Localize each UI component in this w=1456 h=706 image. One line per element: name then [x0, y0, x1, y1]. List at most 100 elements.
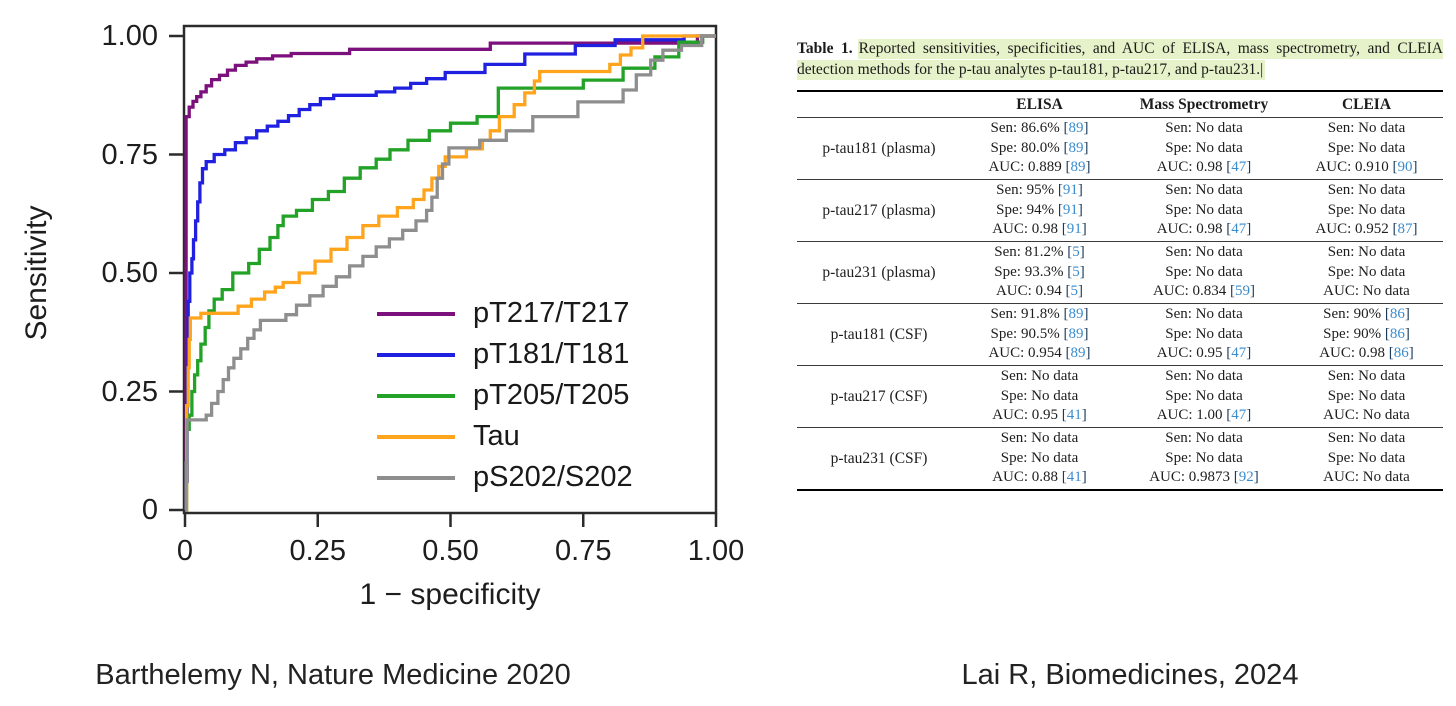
cell-line: AUC: 0.98 [91]: [992, 221, 1087, 238]
citation-ref: 89: [1068, 120, 1084, 137]
cell-line: Sen: No data: [1165, 430, 1243, 447]
row-label: p-tau217 (CSF): [797, 365, 961, 428]
citation-bracket: [: [1222, 407, 1232, 424]
x-tick-label: 1.00: [687, 535, 745, 567]
left-source-caption: Barthelemy N, Nature Medicine 2020: [95, 659, 571, 691]
table-cell: Sen: 86.6% [89] Spe: 80.0% [89] AUC: 0.889…: [961, 117, 1118, 180]
cell-line: Spe: No data: [1000, 449, 1079, 466]
citation-bracket: ]: [1253, 469, 1259, 486]
cell-line: AUC: No data: [1323, 283, 1410, 300]
y-tick-label: 0.75: [101, 138, 158, 171]
citation-bracket: ]: [1085, 345, 1091, 362]
y-tick-label: 0.50: [101, 257, 158, 289]
citation-bracket: ]: [1412, 159, 1418, 176]
citation-bracket: [: [1054, 201, 1063, 218]
citation-ref: 41: [1066, 407, 1082, 424]
cell-line: Spe: No data: [1327, 263, 1406, 280]
legend-entry: Tau: [377, 416, 633, 457]
citation-ref: 47: [1231, 159, 1247, 176]
cell-line: Sen: No data: [1165, 120, 1243, 137]
table-cell: Sen: No data Spe: No data AUC: 0.9873 [92]: [1118, 427, 1290, 491]
legend-entry: pT181/T181: [377, 334, 633, 375]
roc-curve-pt205-t205: [184, 34, 716, 512]
citation-ref: 5: [1072, 244, 1080, 261]
roc-curve-pt217-t217: [184, 34, 716, 512]
cell-line: AUC: 0.98 [86]: [1319, 345, 1414, 362]
cell-line: AUC: 0.889 [89]: [988, 159, 1091, 176]
table-row: p-tau231 (plasma) Sen: 81.2% [5] Spe: 93.3…: [797, 241, 1443, 304]
cell-line: AUC: 0.9873 [92]: [1149, 469, 1259, 486]
legend-line-swatch: [377, 475, 455, 480]
cell-line: Sen: No data: [1165, 306, 1243, 323]
cell-line: AUC: 0.834 [59]: [1152, 283, 1256, 300]
citation-bracket: [: [1061, 345, 1071, 362]
citation-bracket: ]: [1081, 221, 1087, 238]
citation-ref: 86: [1389, 325, 1405, 342]
legend-entry: pS202/S202: [377, 457, 633, 498]
cell-line: Sen: No data: [1327, 120, 1406, 137]
citation-ref: 86: [1389, 306, 1405, 323]
citation-ref: 47: [1231, 345, 1247, 362]
cell-line: Sen: 81.2% [5]: [994, 244, 1085, 261]
x-tick-label: 0.75: [555, 535, 612, 567]
citation-bracket: ]: [1404, 325, 1410, 342]
citation-bracket: [: [1222, 159, 1232, 176]
citation-bracket: ]: [1083, 139, 1089, 156]
table-cell: Sen: No data Spe: No data AUC: 0.910 [90]: [1290, 117, 1443, 180]
citation-bracket: [: [1222, 221, 1232, 238]
cell-line: AUC: 1.00 [47]: [1156, 407, 1252, 424]
citation-bracket: ]: [1079, 244, 1085, 261]
legend-line-swatch: [377, 434, 455, 439]
citation-bracket: [: [1059, 325, 1069, 342]
text-cursor: |: [1260, 61, 1264, 78]
table-cell: Sen: No data Spe: No data AUC: 0.95 [47]: [1118, 303, 1290, 366]
citation-ref: 89: [1068, 325, 1084, 342]
citation-bracket: [: [1058, 221, 1067, 238]
cell-line: Sen: No data: [1327, 244, 1406, 261]
y-tick-label: 0.25: [101, 375, 158, 408]
table-row: p-tau217 (CSF) Sen: No data Spe: No data AU…: [797, 365, 1443, 428]
y-tick-label: 0: [141, 494, 158, 526]
citation-bracket: ]: [1246, 159, 1252, 176]
table-row: p-tau231 (CSF) Sen: No data Spe: No data AU…: [797, 427, 1443, 491]
cell-line: Spe: No data: [1327, 201, 1406, 218]
citation-bracket: ]: [1077, 182, 1083, 199]
citation-bracket: ]: [1404, 306, 1410, 323]
table-caption: Table 1. Reported sensitivities, specific…: [797, 38, 1443, 80]
roc-curve-tau: [184, 34, 716, 512]
citation-bracket: ]: [1083, 306, 1089, 323]
table-cell: Sen: 91.8% [89] Spe: 90.5% [89] AUC: 0.954…: [961, 303, 1118, 366]
cell-line: Spe: No data: [1165, 387, 1243, 404]
citation-bracket: ]: [1081, 469, 1087, 486]
citation-bracket: [: [1061, 283, 1071, 300]
cell-line: Spe: No data: [1165, 325, 1243, 342]
citation-ref: 89: [1068, 306, 1084, 323]
cell-line: Spe: 93.3% [5]: [994, 263, 1085, 280]
table-cell: Sen: No data Spe: No data AUC: 0.95 [41]: [961, 365, 1118, 428]
citation-bracket: [: [1059, 139, 1069, 156]
table-cell: Sen: No data Spe: No data AUC: 0.88 [41]: [961, 427, 1118, 491]
table-cell: Sen: 81.2% [5] Spe: 93.3% [5] AUC: 0.94 [5…: [961, 241, 1118, 304]
cell-line: Spe: 94% [91]: [996, 201, 1083, 218]
roc-curves: [184, 34, 716, 512]
cell-line: Sen: 90% [86]: [1323, 306, 1410, 323]
citation-bracket: ]: [1246, 407, 1252, 424]
citation-bracket: ]: [1078, 283, 1084, 300]
citation-ref: 91: [1062, 182, 1078, 199]
legend-entry: pT217/T217: [377, 293, 633, 334]
cell-line: Sen: 95% [91]: [996, 182, 1083, 199]
right-source-caption: Lai R, Biomedicines, 2024: [961, 659, 1299, 691]
table-caption-highlight: Reported sensitivities, specificities, a…: [797, 39, 1443, 80]
citation-bracket: [: [1226, 283, 1236, 300]
cell-line: Sen: No data: [1165, 368, 1243, 385]
header-analyte: [797, 91, 961, 118]
citation-bracket: [: [1058, 407, 1067, 424]
cell-line: AUC: 0.95 [47]: [1156, 345, 1252, 362]
citation-ref: 47: [1231, 221, 1247, 238]
citation-bracket: ]: [1077, 201, 1083, 218]
citation-ref: 47: [1231, 407, 1247, 424]
table-row: p-tau181 (plasma) Sen: 86.6% [89] Spe: 80.…: [797, 117, 1443, 180]
legend-label: pS202/S202: [473, 461, 633, 493]
citation-bracket: ]: [1079, 263, 1085, 280]
legend-label: pT205/T205: [473, 379, 630, 411]
